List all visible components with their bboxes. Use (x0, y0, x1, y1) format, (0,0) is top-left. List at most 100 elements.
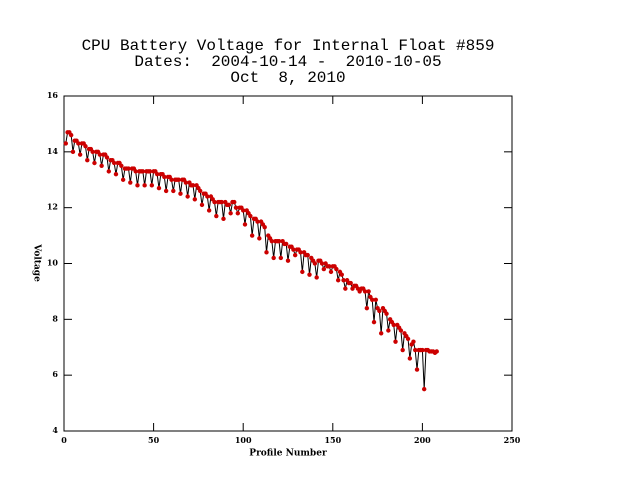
data-point (147, 169, 153, 174)
data-point (384, 311, 389, 316)
data-point (185, 194, 190, 199)
data-point (307, 272, 312, 277)
chart-subtitle: Dates: 2004-10-14 - 2010-10-05 (134, 53, 441, 71)
data-point (405, 336, 411, 342)
data-point (163, 188, 169, 194)
data-point (343, 286, 348, 291)
data-point (111, 160, 117, 166)
data-point (335, 278, 341, 283)
data-point (214, 213, 219, 219)
data-point (232, 199, 237, 205)
y-tick-label: 6 (52, 369, 58, 379)
data-point (90, 149, 95, 155)
data-point (292, 252, 298, 258)
data-point (219, 199, 224, 205)
data-point (413, 347, 418, 353)
data-point (400, 347, 405, 353)
data-point (312, 261, 318, 266)
data-point (135, 183, 140, 188)
data-point (305, 252, 310, 258)
data-point (414, 367, 420, 372)
data-point (190, 183, 196, 188)
data-point (319, 261, 325, 266)
data-point (284, 241, 289, 247)
x-tick-label: 50 (148, 435, 160, 445)
data-point (233, 205, 239, 210)
data-point (269, 238, 275, 244)
data-point (85, 158, 90, 163)
data-point (334, 266, 339, 272)
data-point (199, 202, 205, 208)
data-point (298, 250, 303, 255)
data-point (371, 319, 377, 325)
data-point (70, 149, 76, 155)
data-point (262, 225, 267, 230)
data-point (235, 211, 241, 216)
data-point (212, 199, 217, 205)
x-tick-label: 200 (414, 435, 431, 445)
data-point (327, 264, 332, 269)
x-tick-label: 250 (504, 435, 521, 445)
data-point (205, 194, 210, 199)
chart-title: CPU Battery Voltage for Internal Float #… (82, 37, 495, 55)
y-axis-label: Voltage (32, 243, 42, 282)
data-point (156, 185, 162, 191)
data-point (83, 144, 88, 149)
data-point (366, 289, 371, 294)
data-point (68, 132, 74, 138)
data-point (314, 275, 319, 280)
y-tick-label: 10 (47, 258, 59, 268)
data-point (421, 386, 427, 392)
data-point (248, 213, 253, 219)
data-point (113, 171, 119, 177)
y-tick-label: 8 (52, 313, 58, 323)
data-point (364, 305, 370, 311)
data-point (228, 211, 233, 216)
data-point (391, 322, 396, 328)
data-point (285, 258, 291, 263)
data-point (249, 233, 255, 238)
data-point (99, 163, 104, 168)
data-point (206, 208, 212, 213)
data-point (276, 238, 282, 244)
data-point (264, 250, 269, 255)
data-point (169, 177, 174, 182)
data-point (341, 278, 346, 283)
data-point (97, 152, 103, 157)
data-point (386, 328, 391, 333)
data-point (271, 255, 276, 261)
data-point (133, 169, 138, 174)
data-point (257, 236, 262, 241)
data-point (420, 347, 425, 353)
data-point (77, 152, 83, 157)
data-point (106, 169, 112, 174)
data-point (328, 269, 334, 275)
data-point (154, 171, 160, 177)
data-point (178, 191, 183, 196)
y-tick-label: 16 (47, 90, 59, 100)
data-point (377, 308, 382, 314)
x-axis-label: Profile Number (249, 449, 327, 459)
data-point (128, 180, 133, 185)
data-point (434, 349, 439, 354)
data-point (183, 180, 189, 185)
y-tick-label: 12 (47, 202, 58, 212)
data-point (339, 272, 344, 277)
data-point (119, 163, 124, 168)
data-point (398, 328, 404, 333)
chart-date: Oct 8, 2010 (230, 69, 345, 87)
data-point (407, 356, 413, 361)
data-point (378, 331, 384, 336)
x-tick-label: 0 (61, 435, 67, 445)
data-point (348, 280, 353, 286)
data-point (370, 297, 375, 302)
data-point (92, 160, 97, 166)
y-tick-label: 14 (47, 146, 59, 156)
data-point (393, 339, 398, 344)
y-tick-label: 4 (52, 425, 58, 435)
data-point (242, 222, 248, 227)
data-point (176, 177, 181, 182)
data-point (255, 219, 260, 224)
data-point (120, 177, 126, 182)
